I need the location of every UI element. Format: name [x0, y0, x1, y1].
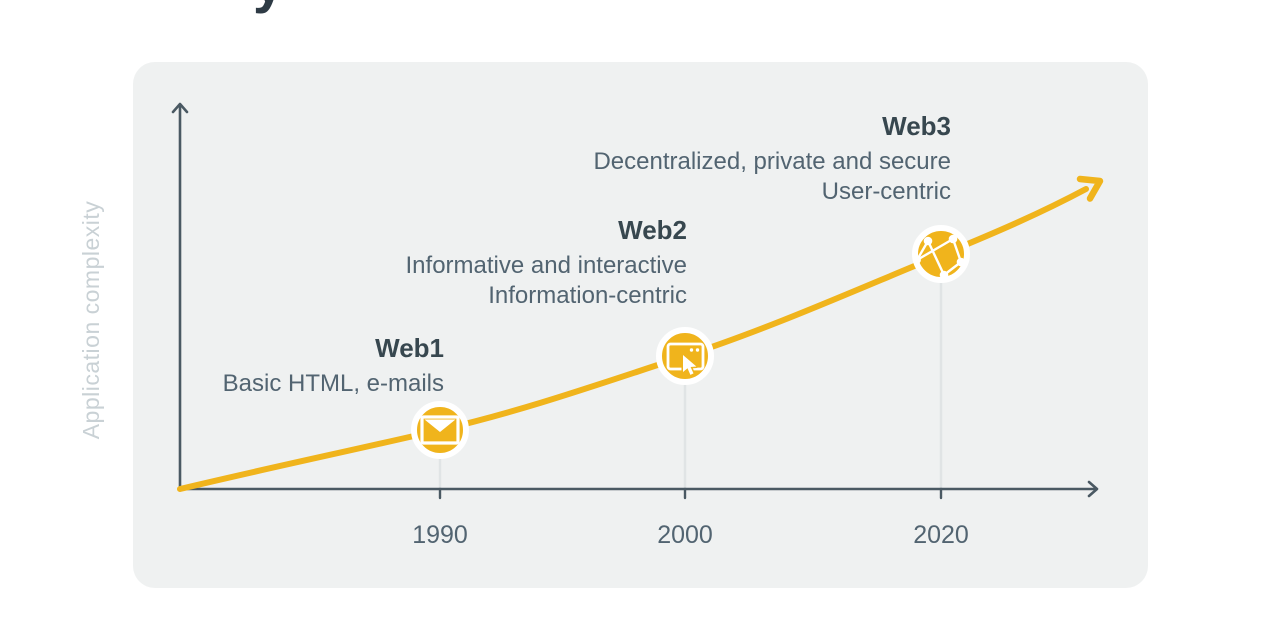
milestone-title: Web3: [882, 111, 951, 141]
milestone-description-line: Informative and interactive: [405, 252, 687, 279]
milestone-annotation-web2: Web2 Informative and interactive Informa…: [406, 215, 687, 311]
milestone-description-line: Basic HTML, e-mails: [222, 370, 444, 397]
milestone-title: Web1: [375, 333, 444, 363]
x-tick-label-2020: 2020: [913, 521, 969, 549]
x-tick-label-2000: 2000: [657, 521, 713, 549]
axes: [171, 102, 1099, 500]
browser-cursor-icon: [666, 342, 705, 377]
milestone-marker-web3: [912, 225, 970, 283]
clipped-page-title: y: [253, 0, 284, 11]
milestone-annotation-web1: Web1 Basic HTML, e-mails: [223, 333, 444, 399]
envelope-icon: [420, 415, 460, 445]
milestone-annotation-web3: Web3 Decentralized, private and secure U…: [593, 111, 951, 207]
x-tick-label-1990: 1990: [412, 521, 468, 549]
chart-panel: [133, 62, 1148, 588]
milestone-marker-web1: [411, 401, 469, 459]
milestone-description-line: User-centric: [821, 178, 951, 205]
network-icon: [913, 234, 966, 280]
trend-arrowhead-icon: [1076, 175, 1104, 202]
milestone-marker-web2: [656, 327, 714, 385]
milestone-description-line: Information-centric: [488, 282, 687, 309]
x-axis-arrowhead-icon: [1087, 480, 1099, 498]
milestone-markers: [411, 225, 970, 459]
milestone-description-line: Decentralized, private and secure: [593, 148, 951, 175]
milestone-title: Web2: [618, 215, 687, 245]
y-axis-arrowhead-icon: [171, 102, 189, 114]
